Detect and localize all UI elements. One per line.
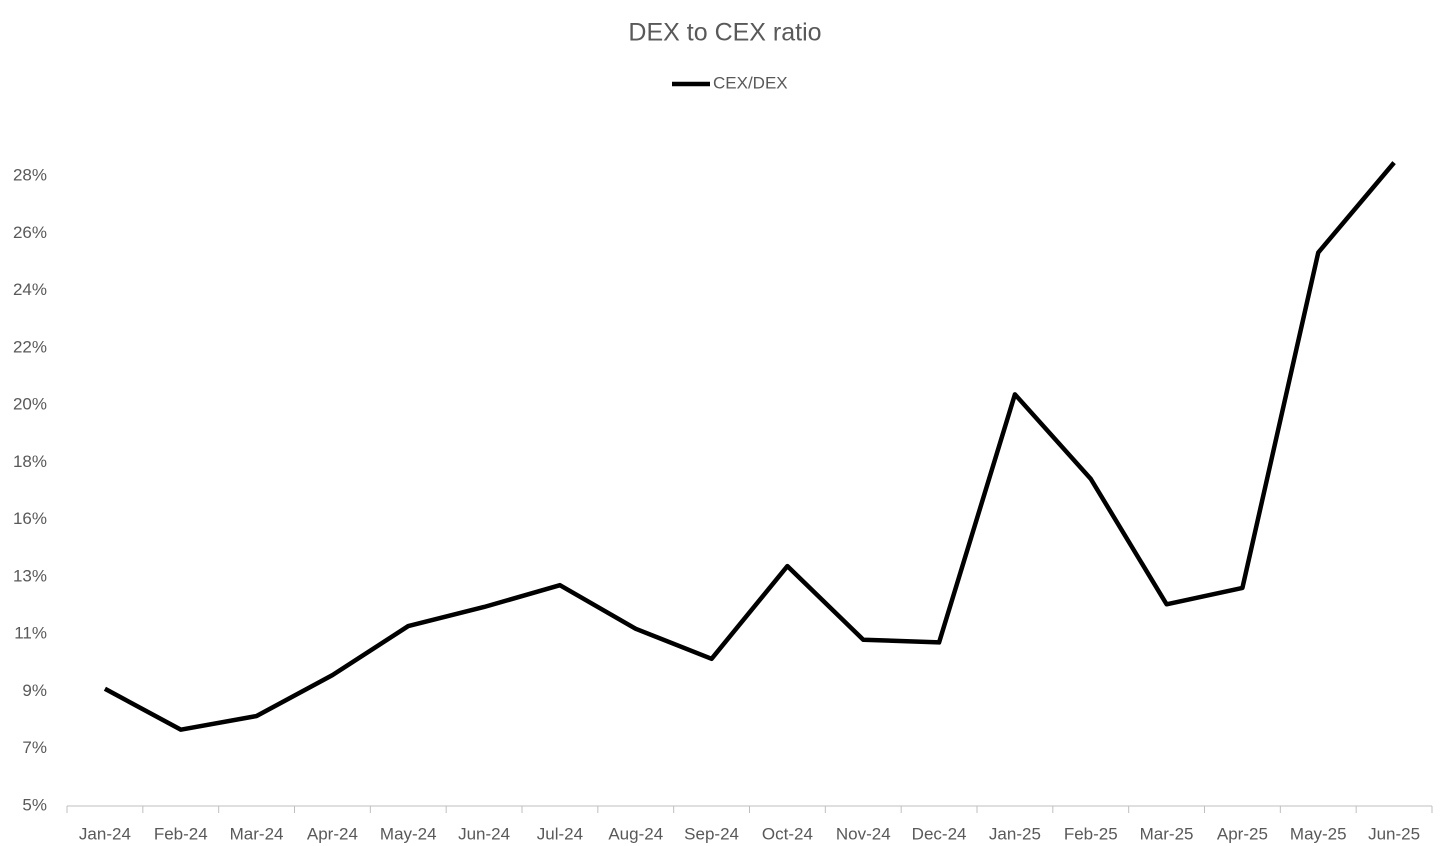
x-tick-label: Jul-24 — [537, 824, 583, 843]
y-tick-label: 11% — [14, 624, 47, 643]
x-tick-label: Apr-25 — [1217, 824, 1268, 843]
x-tick-label: May-24 — [380, 824, 437, 843]
y-tick-label: 5% — [22, 795, 47, 814]
x-tick-label: Apr-24 — [307, 824, 358, 843]
x-tick-label: Feb-24 — [154, 824, 208, 843]
x-tick-label: Oct-24 — [762, 824, 813, 843]
y-tick-label: 24% — [13, 280, 47, 299]
y-tick-label: 18% — [13, 452, 47, 471]
x-tick-label: Sep-24 — [684, 824, 739, 843]
y-tick-label: 16% — [13, 509, 47, 528]
x-tick-label: Jun-25 — [1368, 824, 1420, 843]
x-tick-label: Jan-25 — [989, 824, 1041, 843]
x-tick-label: May-25 — [1290, 824, 1347, 843]
y-tick-label: 7% — [22, 738, 47, 757]
series-line — [103, 161, 1396, 732]
x-tick-label: Feb-25 — [1064, 824, 1118, 843]
y-tick-label: 13% — [13, 566, 47, 585]
legend-label: CEX/DEX — [713, 73, 788, 92]
x-tick-label: Mar-25 — [1140, 824, 1194, 843]
x-tick-label: Mar-24 — [230, 824, 284, 843]
x-tick-label: Dec-24 — [912, 824, 967, 843]
x-tick-label: Nov-24 — [836, 824, 891, 843]
x-tick-label: Aug-24 — [608, 824, 663, 843]
y-tick-label: 22% — [13, 337, 47, 356]
x-tick-label: Jan-24 — [79, 824, 131, 843]
chart-title: DEX to CEX ratio — [628, 19, 821, 47]
y-tick-label: 9% — [22, 681, 47, 700]
x-tick-label: Jun-24 — [458, 824, 510, 843]
y-tick-label: 28% — [13, 166, 47, 185]
y-tick-label: 20% — [13, 395, 47, 414]
y-tick-label: 26% — [13, 223, 47, 242]
